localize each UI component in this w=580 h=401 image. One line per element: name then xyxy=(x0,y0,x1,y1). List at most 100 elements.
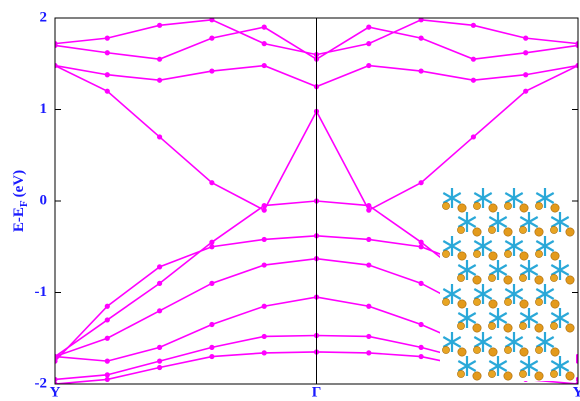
atom-b xyxy=(535,276,543,284)
atom-b xyxy=(504,324,512,332)
band-marker xyxy=(105,36,110,41)
chart: E-EF(eV) -2-1012YΓY xyxy=(0,0,580,401)
y-label-unit: (eV) xyxy=(11,170,27,197)
atom-b xyxy=(457,274,464,281)
band-marker xyxy=(209,345,214,350)
atom-b xyxy=(489,348,497,356)
band-marker xyxy=(366,208,371,213)
atom-b xyxy=(473,324,481,332)
band-marker xyxy=(262,334,267,339)
atom-b xyxy=(488,226,495,233)
atom-b xyxy=(550,322,557,329)
y-tick-label: -2 xyxy=(35,375,48,391)
atom-b xyxy=(535,228,543,236)
band-marker xyxy=(262,63,267,68)
band-marker xyxy=(419,345,424,350)
atom-b xyxy=(458,348,466,356)
band-marker xyxy=(419,36,424,41)
band-marker xyxy=(471,134,476,139)
band-marker xyxy=(209,36,214,41)
atom-b xyxy=(535,346,542,353)
band-marker xyxy=(262,203,267,208)
atom-b xyxy=(504,250,511,257)
band-marker xyxy=(366,237,371,242)
atom-b xyxy=(473,276,481,284)
atom-b xyxy=(535,372,543,380)
band-marker xyxy=(105,317,110,322)
atom-b xyxy=(519,274,526,281)
atom-b xyxy=(504,372,512,380)
band-marker xyxy=(419,354,424,359)
band-marker xyxy=(157,264,162,269)
atom-b xyxy=(566,324,574,332)
atom-b xyxy=(504,346,511,353)
band-marker xyxy=(366,262,371,267)
band-marker xyxy=(209,354,214,359)
band-marker xyxy=(105,50,110,55)
band-marker xyxy=(157,365,162,370)
atom-b xyxy=(504,202,511,209)
band-marker xyxy=(209,244,214,249)
band-marker xyxy=(366,304,371,309)
atom-b xyxy=(566,372,574,380)
atom-b xyxy=(504,276,512,284)
atom-b xyxy=(489,204,497,212)
band-marker xyxy=(262,350,267,355)
atom-b xyxy=(442,346,449,353)
band-marker xyxy=(419,240,424,245)
band-marker xyxy=(366,63,371,68)
band-marker xyxy=(523,36,528,41)
band-marker xyxy=(366,203,371,208)
atom-b xyxy=(550,226,557,233)
band-marker xyxy=(105,372,110,377)
atom-b xyxy=(457,226,464,233)
band-marker xyxy=(366,25,371,30)
atom-b xyxy=(504,228,512,236)
atom-b xyxy=(442,298,449,305)
atom-b xyxy=(566,276,574,284)
atom-b xyxy=(489,300,497,308)
atom-b xyxy=(519,226,526,233)
band-marker xyxy=(209,281,214,286)
y-tick-label: 1 xyxy=(40,101,48,117)
y-tick-label: -1 xyxy=(35,284,48,300)
atom-b xyxy=(520,348,528,356)
atom-b xyxy=(551,348,559,356)
atom-b xyxy=(458,300,466,308)
atom-b xyxy=(473,372,481,380)
y-label-sub: F xyxy=(18,200,30,207)
band-marker xyxy=(209,322,214,327)
band-marker xyxy=(262,237,267,242)
band-marker xyxy=(419,180,424,185)
atom-b xyxy=(458,252,466,260)
atom-b xyxy=(519,322,526,329)
atom-b xyxy=(458,204,466,212)
atom-b xyxy=(520,300,528,308)
band-marker xyxy=(366,350,371,355)
band-marker xyxy=(105,359,110,364)
band-marker xyxy=(262,25,267,30)
band-marker xyxy=(366,334,371,339)
band-marker xyxy=(105,304,110,309)
band-marker xyxy=(157,134,162,139)
band-marker xyxy=(523,50,528,55)
atom-b xyxy=(535,202,542,209)
band-marker xyxy=(419,68,424,73)
atom-b xyxy=(473,250,480,257)
atom-b xyxy=(535,250,542,257)
band-marker xyxy=(523,72,528,77)
band-marker xyxy=(209,68,214,73)
atom-b xyxy=(473,228,481,236)
y-tick-label: 0 xyxy=(40,192,48,208)
atom-b xyxy=(457,322,464,329)
band-marker xyxy=(419,281,424,286)
band-marker xyxy=(471,23,476,28)
band-marker xyxy=(262,262,267,267)
band-marker xyxy=(157,359,162,364)
atom-b xyxy=(519,370,526,377)
band-marker xyxy=(105,377,110,382)
band-marker xyxy=(157,308,162,313)
band-marker xyxy=(419,322,424,327)
band-marker xyxy=(157,78,162,83)
atom-b xyxy=(473,298,480,305)
